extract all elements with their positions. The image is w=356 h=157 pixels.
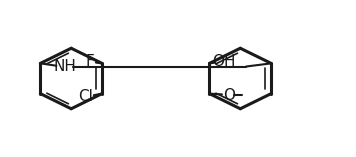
Text: O: O: [223, 88, 235, 103]
Text: NH: NH: [54, 59, 77, 74]
Text: OH: OH: [212, 54, 235, 69]
Text: Cl: Cl: [79, 89, 93, 104]
Text: F: F: [85, 54, 94, 69]
